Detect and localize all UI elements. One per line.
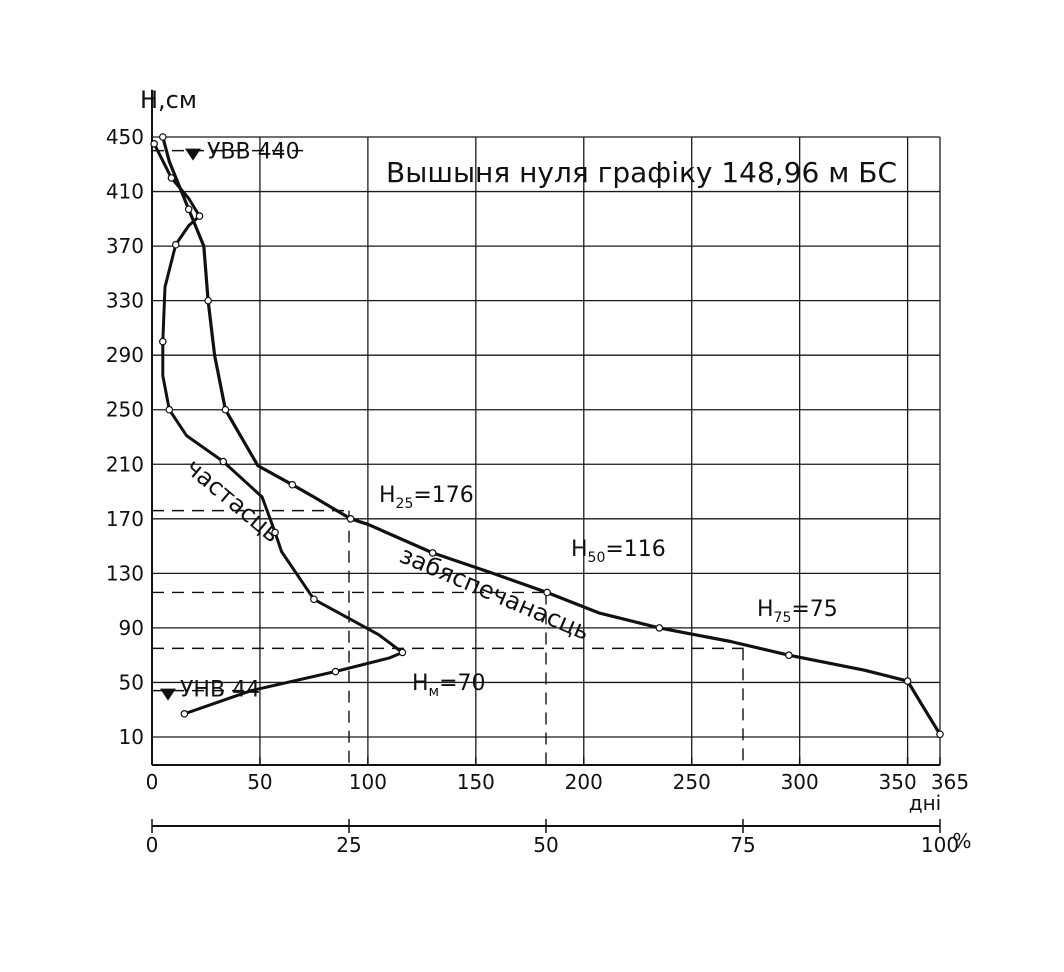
x-tick-label: 365 <box>931 770 969 794</box>
x-tick-label: 200 <box>565 770 603 794</box>
data-point <box>543 588 551 597</box>
data-point <box>310 595 318 604</box>
series-layer <box>150 133 944 739</box>
y-tick-label: 50 <box>119 670 144 694</box>
data-point <box>221 405 230 414</box>
data-point <box>171 240 180 249</box>
annotation-hm: Hм=70 <box>412 671 486 700</box>
data-point <box>184 205 193 214</box>
y-tick-label: 370 <box>106 234 144 258</box>
data-point <box>785 651 793 659</box>
reference-layer <box>152 148 744 765</box>
series-label-supply: забяспечанасць <box>396 541 594 646</box>
annotation-uvv: УВВ 440 <box>207 140 300 165</box>
data-point <box>219 457 228 466</box>
annotation-h50: H50=116 <box>571 537 666 566</box>
triangle-unv-icon <box>160 688 176 701</box>
y-tick-label: 290 <box>106 343 144 367</box>
y-tick-label: 90 <box>119 616 144 640</box>
data-point <box>195 212 204 220</box>
y-tick-label: 330 <box>106 289 144 313</box>
y-tick-label: 450 <box>106 125 144 149</box>
annotation-h75: H75=75 <box>757 597 838 626</box>
x-tick-label: 50 <box>247 770 272 794</box>
y-tick-label: 130 <box>106 561 144 585</box>
x-tick-label: 150 <box>457 770 495 794</box>
x2-tick-label: 75 <box>730 833 755 857</box>
x2-tick-label: 100 <box>921 833 959 857</box>
y-tick-label: 210 <box>106 452 144 476</box>
y-tick-label: 10 <box>119 725 144 749</box>
x2-axis-title: % <box>952 829 971 853</box>
annotation-unv: УНВ 44 <box>180 678 260 703</box>
data-point <box>655 624 664 632</box>
x-axis-title: дні <box>909 791 941 815</box>
y-tick-label: 410 <box>106 180 144 204</box>
x-tick-label: 350 <box>879 770 917 794</box>
triangle-uvv-icon <box>185 148 201 161</box>
series-line-supply <box>161 135 942 736</box>
x-tick-label: 250 <box>673 770 711 794</box>
chart-title: Вышыня нуля графіку 148,96 м БС <box>386 156 897 189</box>
grid-layer <box>152 136 941 765</box>
x2-tick-label: 25 <box>336 833 361 857</box>
x2-tick-label: 0 <box>146 833 159 857</box>
data-point <box>180 710 189 718</box>
data-point <box>331 667 340 676</box>
y-axis-title: H,см <box>140 86 197 114</box>
y-tick-label: 250 <box>106 398 144 422</box>
x-tick-label: 0 <box>146 770 159 794</box>
label-layer: Вышыня нуля графіку 148,96 м БС УВВ 440 УН… <box>180 140 897 703</box>
data-point <box>346 515 355 523</box>
data-point <box>165 405 174 414</box>
x2-tick-label: 50 <box>533 833 558 857</box>
data-point <box>158 133 167 141</box>
data-point <box>158 337 167 346</box>
series-label-frequency: частасць <box>180 453 286 548</box>
data-point <box>903 677 912 685</box>
x-tick-label: 100 <box>349 770 387 794</box>
data-point <box>150 140 158 148</box>
x-tick-label: 300 <box>781 770 819 794</box>
data-point <box>428 549 437 557</box>
data-point <box>398 648 407 657</box>
data-point <box>936 730 944 739</box>
y-tick-label: 170 <box>106 507 144 531</box>
data-point <box>204 296 212 305</box>
data-point <box>271 528 279 537</box>
data-point <box>288 480 297 489</box>
annotation-h25: H25=176 <box>379 483 474 512</box>
